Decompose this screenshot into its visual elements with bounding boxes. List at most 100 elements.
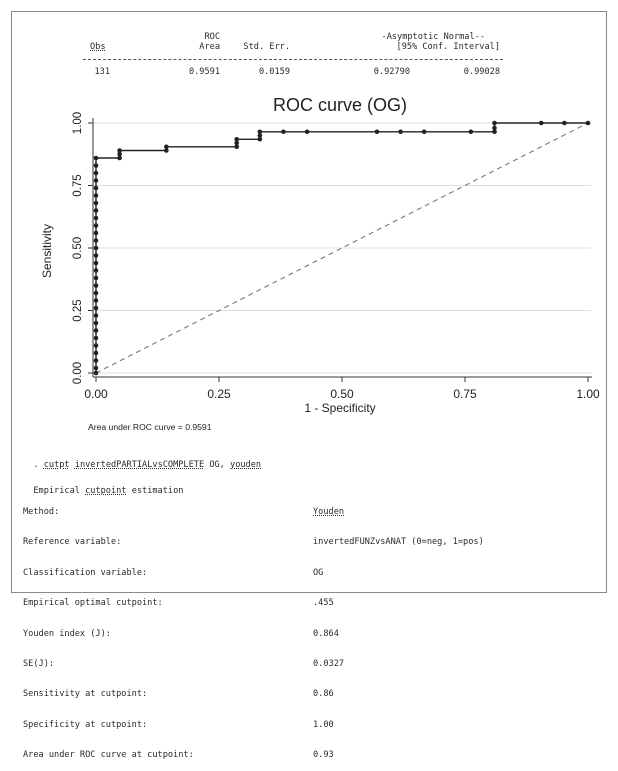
heading-word-3: estimation bbox=[126, 486, 184, 496]
result-label: Reference variable: bbox=[23, 537, 122, 548]
result-label: Empirical optimal cutpoint: bbox=[23, 598, 163, 609]
value-roc-area: 0.9591 bbox=[188, 67, 220, 77]
value-std-err: 0.0159 bbox=[258, 67, 290, 77]
chart-title: ROC curve (OG) bbox=[273, 95, 407, 115]
roc-points bbox=[93, 120, 591, 376]
roc-point bbox=[93, 230, 99, 236]
result-value: 0.86 bbox=[313, 689, 334, 700]
y-tick-label: 0.50 bbox=[72, 237, 84, 259]
result-label: Classification variable: bbox=[23, 567, 148, 578]
y-tick-label: 0.75 bbox=[72, 174, 84, 196]
result-value: Youden bbox=[313, 507, 345, 517]
result-label: Method: bbox=[23, 507, 60, 517]
result-label: Specificity at cutpoint: bbox=[23, 719, 148, 730]
result-row-se: SE(J): 0.0327 bbox=[23, 659, 583, 669]
roc-point bbox=[281, 129, 286, 135]
roc-point bbox=[93, 178, 99, 183]
x-tick-label: 0.75 bbox=[453, 387, 477, 401]
roc-point bbox=[93, 260, 99, 266]
roc-point bbox=[585, 120, 591, 126]
command-name: cutpt bbox=[43, 460, 70, 470]
header-std-err: Std. Err. bbox=[243, 42, 290, 52]
roc-point bbox=[93, 358, 99, 363]
result-row-classification: Classification variable: OG bbox=[23, 568, 583, 578]
heading-word-1: Empirical bbox=[33, 486, 86, 496]
heading-word-2: cutpoint bbox=[85, 486, 127, 496]
roc-point bbox=[164, 148, 169, 153]
roc-point bbox=[93, 305, 99, 311]
reference-diagonal bbox=[95, 122, 589, 374]
x-tick-label: 0.50 bbox=[330, 387, 354, 401]
result-row-method: Method: Youden bbox=[23, 507, 583, 517]
roc-point bbox=[257, 136, 263, 142]
roc-point bbox=[93, 215, 99, 221]
header-ci-top: -Asymptotic Normal-- bbox=[381, 32, 485, 42]
roc-point bbox=[234, 140, 240, 146]
roc-point bbox=[93, 155, 99, 161]
roc-point bbox=[562, 120, 567, 126]
result-value: invertedFUNZvsANAT (0=neg, 1=pos) bbox=[313, 537, 484, 548]
roc-point bbox=[93, 365, 99, 371]
header-ci-bottom: [95% Conf. Interval] bbox=[396, 42, 500, 52]
roc-point bbox=[93, 350, 99, 356]
result-row-cutpoint: Empirical optimal cutpoint: .455 bbox=[23, 598, 583, 608]
roc-point bbox=[257, 133, 263, 138]
result-row-specificity: Specificity at cutpoint: 1.00 bbox=[23, 720, 583, 730]
table-divider bbox=[83, 59, 503, 60]
header-obs: Obs bbox=[90, 42, 106, 52]
result-row-auc-cutpoint: Area under ROC curve at cutpoint: 0.93 bbox=[23, 750, 583, 760]
roc-point bbox=[117, 155, 122, 161]
roc-point bbox=[93, 163, 99, 168]
value-ci-high: 0.99028 bbox=[463, 67, 500, 77]
roc-point bbox=[538, 120, 544, 126]
y-tick-label: 1.00 bbox=[72, 112, 84, 134]
roc-point bbox=[93, 328, 99, 333]
roc-point bbox=[93, 253, 99, 258]
roc-point bbox=[164, 144, 169, 150]
x-tick-label: 0.25 bbox=[207, 387, 231, 401]
roc-point bbox=[93, 238, 99, 243]
roc-point bbox=[234, 144, 240, 150]
roc-point bbox=[234, 136, 240, 142]
roc-point bbox=[492, 120, 497, 126]
roc-point bbox=[93, 320, 99, 326]
roc-point bbox=[117, 148, 122, 153]
command-line: . cutpt invertedPARTIALvsCOMPLETE OG, yo… bbox=[23, 450, 261, 470]
y-tick-label: 0.00 bbox=[72, 362, 84, 384]
cutpoint-results: Method: Youden Reference variable: inverte… bbox=[23, 487, 583, 771]
result-value: 0.0327 bbox=[313, 658, 345, 669]
result-row-youden: Youden index (J): 0.864 bbox=[23, 629, 583, 639]
roc-point bbox=[93, 290, 99, 296]
result-row-reference: Reference variable: invertedFUNZvsANAT (0… bbox=[23, 537, 583, 547]
header-roc-area-bottom: Area bbox=[199, 42, 220, 52]
roc-point bbox=[93, 370, 99, 376]
value-ci-low: 0.92790 bbox=[373, 67, 410, 77]
roc-point bbox=[492, 129, 497, 135]
tick-labels: 0.00 0.25 0.50 0.75 1.00 0.00 0.25 0.50 0.75 1.00 bbox=[72, 112, 600, 401]
command-refvar: invertedPARTIALvsCOMPLETE bbox=[74, 460, 205, 470]
roc-point bbox=[93, 200, 99, 206]
result-label: SE(J): bbox=[23, 658, 55, 669]
roc-chart: ROC curve (OG) 0.000.250.500.751.000.00 0… bbox=[40, 95, 600, 430]
roc-point bbox=[93, 343, 99, 348]
result-label: Youden index (J): bbox=[23, 628, 111, 639]
command-classvar: OG, bbox=[204, 460, 231, 470]
roc-point bbox=[93, 335, 99, 341]
roc-point bbox=[93, 185, 99, 191]
roc-point bbox=[93, 170, 99, 176]
result-value: 1.00 bbox=[313, 719, 334, 730]
result-row-sensitivity: Sensitivity at cutpoint: 0.86 bbox=[23, 689, 583, 699]
roc-point bbox=[93, 193, 99, 198]
result-value: .455 bbox=[313, 598, 334, 609]
roc-point bbox=[304, 129, 310, 135]
estimation-heading: Empirical cutpoint estimation bbox=[23, 476, 183, 496]
reference-line bbox=[95, 122, 589, 374]
result-value: OG bbox=[313, 567, 324, 578]
x-axis-label: 1 - Specificity bbox=[304, 401, 375, 415]
roc-point bbox=[93, 245, 99, 251]
auc-note: Area under ROC curve = 0.9591 bbox=[88, 422, 212, 430]
result-value: 0.93 bbox=[313, 750, 334, 761]
roc-point bbox=[93, 223, 99, 228]
result-label: Area under ROC curve at cutpoint: bbox=[23, 750, 194, 761]
y-axis-label: Sensitivity bbox=[40, 224, 54, 278]
